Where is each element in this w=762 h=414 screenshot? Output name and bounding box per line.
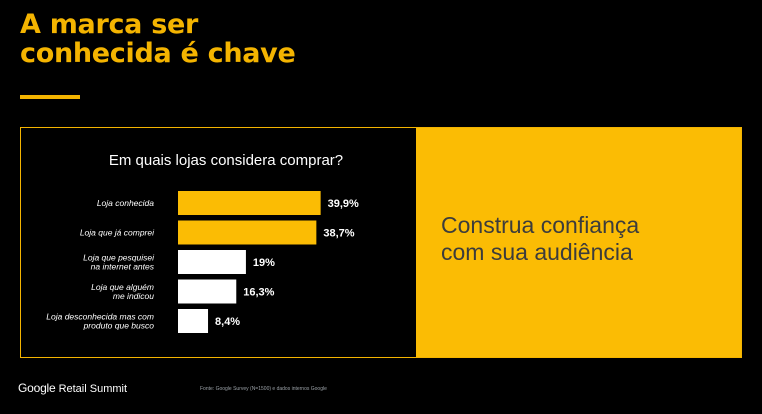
value-label-4: 16,3%	[243, 287, 274, 299]
callout-text: Construa confiança com sua audiência	[441, 212, 639, 266]
category-label-3: Loja que pesquisei na internet antes	[83, 253, 155, 272]
event-name: Retail Summit	[58, 383, 128, 395]
callout-panel: Construa confiança com sua audiência	[416, 128, 741, 357]
category-label-2: Loja que já comprei	[80, 228, 155, 238]
chart-title: Em quais lojas considera comprar?	[108, 152, 344, 169]
value-label-3: 19%	[253, 257, 275, 269]
category-label-4: Loja que alguém me indicou	[91, 282, 154, 301]
event-logo: Google Retail Summit	[18, 381, 127, 395]
value-label-5: 8,4%	[215, 316, 240, 328]
slide-title: A marca ser conhecida é chave	[20, 10, 296, 68]
callout-line-2: com sua audiência	[441, 239, 633, 265]
bar-2	[178, 220, 317, 245]
bar-chart: 39,9% Loja conhecida 38,7% Loja que já comp…	[46, 191, 359, 333]
bar-1	[178, 191, 321, 215]
bar-5	[178, 309, 209, 333]
callout-line-1: Construa confiança	[441, 212, 640, 238]
value-label-2: 38,7%	[323, 228, 354, 240]
bar-3	[178, 250, 246, 274]
value-label-1: 39,9%	[328, 198, 359, 210]
bar-4	[178, 279, 237, 304]
google-wordmark: Google	[18, 381, 56, 395]
title-underline	[20, 95, 80, 99]
content-panel: Em quais lojas considera comprar? 39,9% L…	[20, 127, 742, 358]
category-label-1: Loja conhecida	[97, 198, 154, 208]
source-note: Fonte: Google Survey (N=1500) e dados in…	[200, 386, 327, 392]
category-label-5: Loja desconhecida mas com produto que bus…	[46, 312, 154, 331]
slide-title-line-2: conhecida é chave	[20, 38, 296, 69]
slide-title-line-1: A marca ser	[20, 9, 198, 40]
